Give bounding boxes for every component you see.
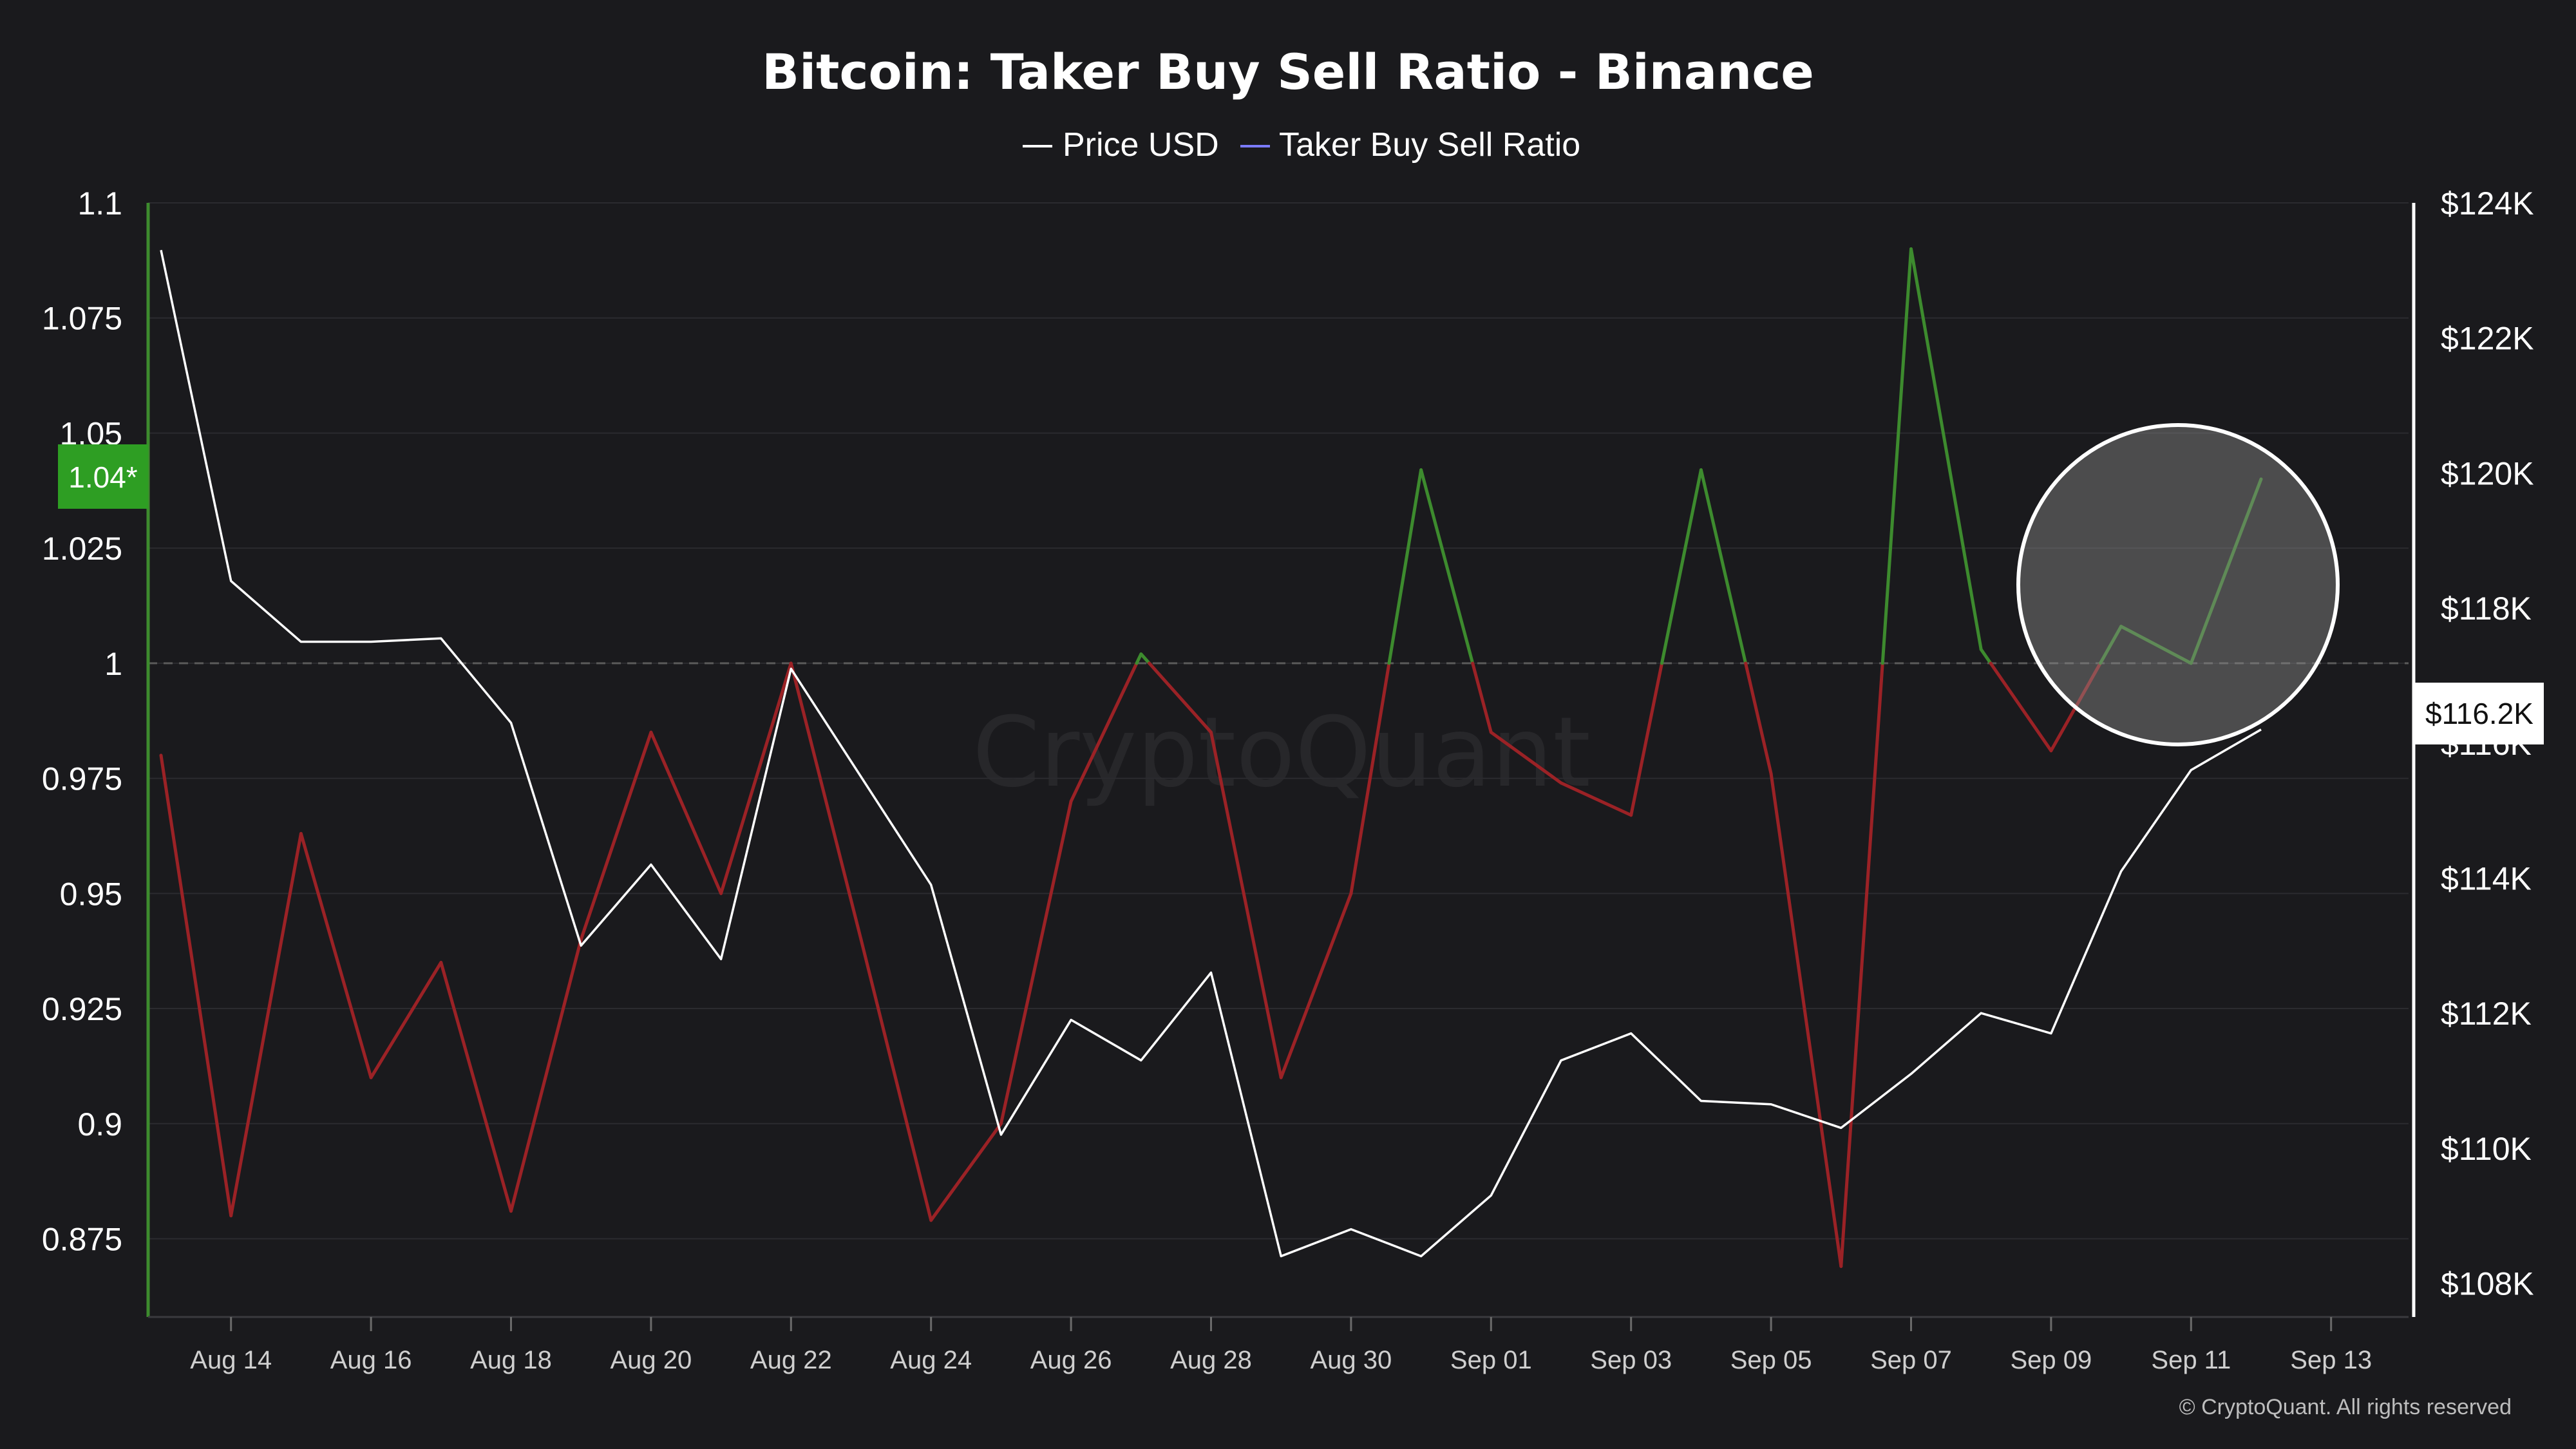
ratio-segment xyxy=(2098,625,2123,665)
right-tick-label: $122K xyxy=(2441,321,2534,357)
ratio-segment xyxy=(1148,661,1213,734)
ratio-segment xyxy=(1139,652,1151,665)
x-tick-label: Aug 26 xyxy=(1030,1346,1112,1374)
ratio-segment xyxy=(509,938,583,1213)
ratio-segment xyxy=(299,831,373,1079)
ratio-segment xyxy=(859,938,933,1222)
ratio-segment xyxy=(2119,625,2193,665)
price-series xyxy=(160,250,2262,1258)
ratio-segment xyxy=(2189,477,2263,665)
right-tick-label: $118K xyxy=(2441,591,2532,627)
ratio-segment xyxy=(579,730,653,942)
x-tick-label: Sep 03 xyxy=(1590,1346,1672,1374)
x-tick-label: Aug 16 xyxy=(330,1346,412,1374)
left-tick-label: 1.1 xyxy=(77,185,122,222)
ratio-segment xyxy=(1909,247,1983,651)
right-tick-label: $112K xyxy=(2441,996,2532,1032)
ratio-segment xyxy=(369,961,443,1079)
ratio-segment xyxy=(439,961,513,1213)
ratio-segment xyxy=(1839,661,1884,1268)
left-tick-label: 0.95 xyxy=(60,876,122,912)
ratio-segment xyxy=(929,1122,1003,1222)
legend-ratio-label[interactable]: Taker Buy Sell Ratio xyxy=(1279,126,1580,164)
x-tick-label: Aug 24 xyxy=(890,1346,972,1374)
ratio-segment xyxy=(1471,661,1493,734)
x-tick-label: Sep 09 xyxy=(2011,1346,2092,1374)
x-tick-label: Sep 05 xyxy=(1730,1346,1812,1374)
left-tick-label: 1.075 xyxy=(42,301,122,337)
x-tick-label: Sep 01 xyxy=(1450,1346,1532,1374)
ratio-series xyxy=(159,247,2263,1268)
left-tick-label: 0.9 xyxy=(77,1106,122,1142)
current-ratio-label: 1.04* xyxy=(68,460,138,494)
ratio-segment xyxy=(229,831,303,1218)
x-tick-label: Aug 22 xyxy=(750,1346,832,1374)
axes xyxy=(146,203,2416,1318)
ratio-segment xyxy=(719,661,793,895)
ratio-segment xyxy=(1989,661,2053,753)
ratio-segment xyxy=(1699,468,1748,665)
ratio-segment xyxy=(159,753,233,1218)
ratio-segment xyxy=(1744,661,1773,775)
ratio-segment xyxy=(1419,468,1475,665)
ratio-segment xyxy=(999,799,1073,1126)
ratio-segment xyxy=(1660,468,1703,665)
right-tick-label: $114K xyxy=(2441,860,2532,896)
right-tick-label: $110K xyxy=(2441,1131,2532,1167)
left-tick-label: 0.875 xyxy=(42,1221,122,1257)
current-price-label: $116.2K xyxy=(2425,697,2533,730)
left-tick-label: 0.975 xyxy=(42,761,122,797)
left-tick-label: 0.925 xyxy=(42,991,122,1027)
x-tick-label: Sep 11 xyxy=(2151,1346,2231,1374)
left-tick-label: 1 xyxy=(104,646,122,682)
price-line xyxy=(160,250,2262,1258)
x-tick-label: Sep 07 xyxy=(1870,1346,1952,1374)
ratio-segment xyxy=(649,730,723,895)
ratio-segment xyxy=(1769,772,1843,1268)
legend: Price USD Taker Buy Sell Ratio xyxy=(1023,126,1580,164)
x-tick-label: Aug 30 xyxy=(1311,1346,1392,1374)
x-tick-label: Aug 28 xyxy=(1170,1346,1252,1374)
x-tick-label: Aug 20 xyxy=(611,1346,692,1374)
x-axis-ticks: Aug 14 Aug 16 Aug 18 Aug 20 Aug 22 Aug 24 Aug … xyxy=(190,1317,2372,1374)
chart-title: Bitcoin: Taker Buy Sell Ratio - Binance xyxy=(762,43,1814,100)
ratio-segment xyxy=(1559,781,1633,817)
right-tick-label: $120K xyxy=(2441,455,2534,491)
copyright: © CryptoQuant. All rights reserved xyxy=(2179,1395,2512,1419)
x-tick-label: Sep 13 xyxy=(2290,1346,2372,1374)
x-tick-label: Aug 18 xyxy=(470,1346,552,1374)
ratio-segment xyxy=(789,661,863,942)
ratio-segment xyxy=(1387,468,1423,665)
highlight-circle xyxy=(2016,423,2340,746)
ratio-segment xyxy=(1349,661,1391,895)
ratio-segment xyxy=(1489,730,1563,785)
watermark: CryptoQuant xyxy=(972,697,1591,809)
right-tick-label: $108K xyxy=(2441,1266,2534,1302)
left-tick-label: 1.025 xyxy=(42,531,122,567)
ratio-segment xyxy=(1279,891,1353,1079)
ratio-segment xyxy=(1979,647,1993,665)
ratio-segment xyxy=(1629,661,1664,817)
ratio-segment xyxy=(1880,247,1913,665)
x-tick-label: Aug 14 xyxy=(190,1346,272,1374)
grid-lines xyxy=(148,202,2409,1240)
current-price-badge: $116.2K xyxy=(2415,683,2544,744)
right-tick-label: $124K xyxy=(2441,185,2534,222)
legend-price-label[interactable]: Price USD xyxy=(1063,126,1219,164)
ratio-segment xyxy=(1209,730,1283,1079)
right-axis-ticks: $108K$110K$112K$114K$116K$118K$120K$122K… xyxy=(2441,185,2534,1302)
ratio-segment xyxy=(1069,661,1139,803)
current-ratio-badge: 1.04* xyxy=(58,444,148,509)
